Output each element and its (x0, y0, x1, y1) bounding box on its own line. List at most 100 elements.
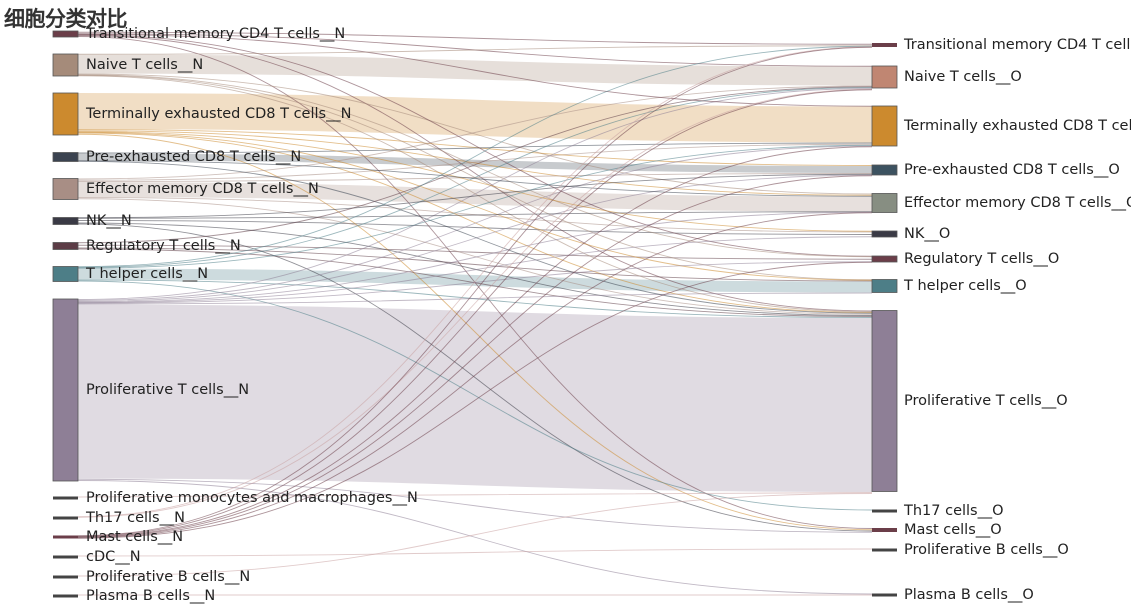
link-regulatory-t-cells-n-to-regulatory-t-cells-o (77, 244, 873, 260)
link-effector-memory-cd8-t-cells-n-to-proliferative-t-cells-o (77, 198, 873, 315)
node-proliferative-monocytes-and-macrophages-n (53, 496, 78, 500)
node-label-pre-exhausted-cd8-t-cells-n: Pre-exhausted CD8 T cells__N (86, 149, 301, 165)
node-label-proliferative-t-cells-n: Proliferative T cells__N (86, 382, 249, 398)
node-proliferative-t-cells-n (52, 298, 79, 482)
node-label-proliferative-t-cells-o: Proliferative T cells__O (904, 393, 1068, 409)
node-th17-cells-o (872, 509, 897, 513)
link-naive-t-cells-n-to-proliferative-t-cells-o (77, 75, 873, 313)
link-nk-n-to-nk-o (77, 220, 873, 235)
link-proliferative-b-cells-n-to-proliferative-t-cells-o (77, 493, 873, 577)
link-proliferative-t-cells-n-to-terminally-exhausted-cd8-t-cells-o (77, 145, 873, 301)
node-label-t-helper-cells-o: T helper cells__O (903, 278, 1027, 294)
link-mast-cells-n-to-effector-memory-cd8-t-cells-o (77, 212, 873, 539)
link-nk-n-to-effector-memory-cd8-t-cells-o (77, 211, 873, 219)
sankey-labels: Transitional memory CD4 T cells__N Naive … (85, 26, 1131, 604)
node-t-helper-cells-o (871, 279, 898, 293)
link-naive-t-cells-n-to-t-helper-cells-o (77, 74, 873, 281)
link-naive-t-cells-n-to-effector-memory-cd8-t-cells-o (77, 73, 873, 195)
link-mast-cells-n-to-naive-t-cells-o (77, 89, 873, 537)
node-label-nk-o: NK__O (904, 226, 950, 242)
link-naive-t-cells-n-to-transitional-memory-cd4-t-cells-o (77, 45, 873, 55)
link-pre-exhausted-cd8-t-cells-n-to-proliferative-t-cells-o (77, 160, 873, 314)
link-proliferative-t-cells-n-to-regulatory-t-cells-o (77, 261, 873, 304)
link-effector-memory-cd8-t-cells-n-to-naive-t-cells-o (77, 85, 873, 180)
link-terminally-exhausted-cd8-t-cells-n-to-mast-cells-o (77, 133, 873, 531)
link-mast-cells-n-to-terminally-exhausted-cd8-t-cells-o (77, 146, 873, 538)
node-terminally-exhausted-cd8-t-cells-o (871, 105, 898, 147)
node-label-proliferative-b-cells-o: Proliferative B cells__O (904, 542, 1069, 558)
link-cdc-n-to-proliferative-b-cells-o (77, 548, 873, 557)
node-effector-memory-cd8-t-cells-o (871, 193, 898, 213)
node-label-transitional-memory-cd4-t-cells-n: Transitional memory CD4 T cells__N (85, 26, 345, 42)
link-th17-cells-n-to-transitional-memory-cd4-t-cells-o (77, 46, 873, 518)
node-plasma-b-cells-n (53, 594, 78, 598)
link-proliferative-t-cells-n-to-effector-memory-cd8-t-cells-o (77, 211, 873, 303)
link-terminally-exhausted-cd8-t-cells-n-to-nk-o (77, 131, 873, 232)
link-effector-memory-cd8-t-cells-n-to-terminally-exhausted-cd8-t-cells-o (77, 143, 873, 181)
node-transitional-memory-cd4-t-cells-o (872, 43, 897, 47)
node-proliferative-t-cells-o (871, 310, 898, 492)
link-t-helper-cells-n-to-transitional-memory-cd4-t-cells-o (77, 45, 873, 268)
node-label-naive-t-cells-o: Naive T cells__O (904, 69, 1022, 85)
link-transitional-memory-cd4-t-cells-n-to-regulatory-t-cells-o (77, 34, 873, 257)
link-mast-cells-n-to-pre-exhausted-cd8-t-cells-o (77, 175, 873, 538)
node-transitional-memory-cd4-t-cells-n (52, 30, 79, 38)
link-transitional-memory-cd4-t-cells-n-to-terminally-exhausted-cd8-t-cells-o (77, 33, 873, 107)
node-label-pre-exhausted-cd8-t-cells-o: Pre-exhausted CD8 T cells__O (904, 162, 1120, 178)
node-label-transitional-memory-cd4-t-cells-o: Transitional memory CD4 T cells__O (903, 37, 1131, 53)
link-transitional-memory-cd4-t-cells-n-to-proliferative-t-cells-o (77, 35, 873, 312)
link-naive-t-cells-n-to-regulatory-t-cells-o (77, 74, 873, 258)
node-label-t-helper-cells-n: T helper cells__N (85, 266, 208, 282)
link-terminally-exhausted-cd8-t-cells-n-to-effector-memory-cd8-t-cells-o (77, 130, 873, 196)
link-regulatory-t-cells-n-to-naive-t-cells-o (77, 86, 873, 244)
link-nk-n-to-mast-cells-o (77, 223, 873, 532)
link-terminally-exhausted-cd8-t-cells-n-to-terminally-exhausted-cd8-t-cells-o (77, 93, 873, 143)
link-t-helper-cells-n-to-t-helper-cells-o (77, 268, 873, 293)
node-label-mast-cells-n: Mast cells__N (86, 529, 183, 545)
node-regulatory-t-cells-n (52, 242, 79, 250)
link-pre-exhausted-cd8-t-cells-n-to-effector-memory-cd8-t-cells-o (77, 160, 873, 197)
node-pre-exhausted-cd8-t-cells-o (871, 164, 898, 176)
link-proliferative-t-cells-n-to-proliferative-t-cells-o (77, 304, 873, 492)
node-nk-o (871, 230, 898, 238)
node-cdc-n (53, 555, 78, 559)
node-label-nk-n: NK__N (86, 213, 132, 229)
link-nk-n-to-pre-exhausted-cd8-t-cells-o (77, 173, 873, 219)
node-pre-exhausted-cd8-t-cells-n (52, 152, 79, 162)
link-t-helper-cells-n-to-terminally-exhausted-cd8-t-cells-o (77, 144, 873, 269)
link-proliferative-t-cells-n-to-t-helper-cells-o (77, 292, 873, 305)
node-proliferative-b-cells-o (872, 548, 897, 552)
node-label-mast-cells-o: Mast cells__O (904, 522, 1002, 538)
link-terminally-exhausted-cd8-t-cells-n-to-t-helper-cells-o (77, 131, 873, 281)
link-mast-cells-n-to-transitional-memory-cd4-t-cells-o (77, 46, 873, 537)
node-naive-t-cells-o (871, 65, 898, 89)
node-label-terminally-exhausted-cd8-t-cells-o: Terminally exhausted CD8 T cells__O (903, 118, 1131, 134)
chart-title: 细胞分类对比 (4, 7, 128, 31)
link-pre-exhausted-cd8-t-cells-n-to-terminally-exhausted-cd8-t-cells-o (77, 142, 873, 154)
node-th17-cells-n (53, 516, 78, 520)
node-label-proliferative-monocytes-and-macrophages-n: Proliferative monocytes and macrophages_… (86, 490, 418, 506)
node-label-naive-t-cells-n: Naive T cells__N (86, 57, 203, 73)
node-naive-t-cells-n (52, 53, 79, 77)
sankey-links (77, 31, 873, 596)
link-terminally-exhausted-cd8-t-cells-n-to-proliferative-t-cells-o (77, 132, 873, 313)
link-terminally-exhausted-cd8-t-cells-n-to-pre-exhausted-cd8-t-cells-o (77, 129, 873, 166)
link-transitional-memory-cd4-t-cells-n-to-transitional-memory-cd4-t-cells-o (77, 31, 873, 45)
node-label-effector-memory-cd8-t-cells-n: Effector memory CD8 T cells__N (86, 181, 319, 197)
node-label-th17-cells-o: Th17 cells__O (903, 503, 1004, 519)
link-effector-memory-cd8-t-cells-n-to-effector-memory-cd8-t-cells-o (77, 182, 873, 212)
link-mast-cells-n-to-regulatory-t-cells-o (77, 261, 873, 539)
node-label-cdc-n: cDC__N (86, 549, 141, 565)
node-label-th17-cells-n: Th17 cells__N (85, 510, 185, 526)
node-regulatory-t-cells-o (871, 255, 898, 263)
node-effector-memory-cd8-t-cells-n (52, 178, 79, 200)
node-mast-cells-n (53, 535, 78, 539)
link-proliferative-t-cells-n-to-plasma-b-cells-o (77, 480, 873, 595)
link-proliferative-t-cells-n-to-mast-cells-o (77, 478, 873, 533)
link-proliferative-t-cells-n-to-nk-o (77, 236, 873, 304)
node-nk-n (52, 217, 79, 225)
node-label-plasma-b-cells-o: Plasma B cells__O (904, 587, 1034, 603)
link-th17-cells-n-to-naive-t-cells-o (77, 88, 873, 518)
node-plasma-b-cells-o (872, 593, 897, 597)
